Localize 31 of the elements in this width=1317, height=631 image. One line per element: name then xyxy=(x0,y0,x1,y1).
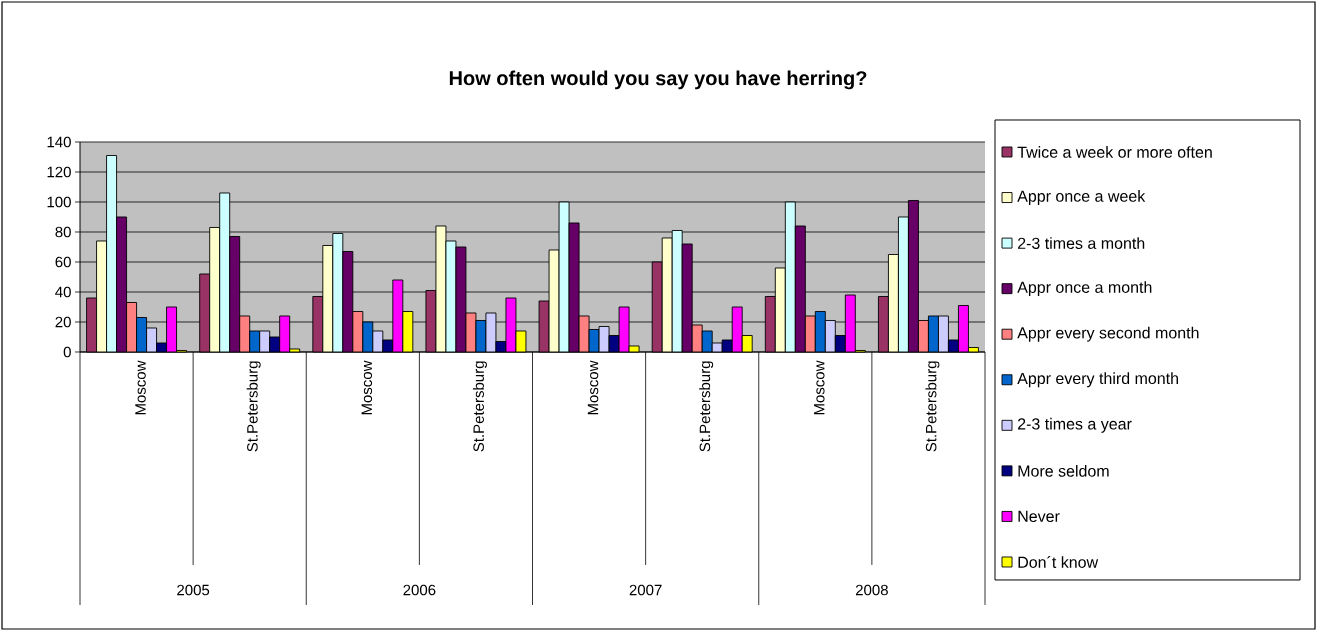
x-tick-label: St.Petersburg xyxy=(699,361,714,452)
y-tick-label: 20 xyxy=(55,316,71,328)
y-tick-label: 80 xyxy=(55,226,71,238)
x-tick-label: St.Petersburg xyxy=(246,361,261,452)
x-tick-label: Moscow xyxy=(361,360,373,415)
legend-label: Don´t know xyxy=(1018,556,1099,568)
legend-label: Never xyxy=(1018,510,1060,523)
text: 2007 xyxy=(629,584,662,596)
legend-label: Appr once a week xyxy=(1017,190,1146,206)
y-tick-label: 40 xyxy=(55,286,71,298)
legend-label: Appr every third month xyxy=(1017,372,1178,388)
y-tick-label: 0 xyxy=(63,346,71,358)
y-tick-label: 120 xyxy=(47,166,71,178)
text: 2005 xyxy=(177,584,210,596)
x-tick-label: Moscow xyxy=(587,360,599,415)
legend-label: 2-3 times a year xyxy=(1018,417,1132,433)
y-tick-label: 140 xyxy=(47,136,71,148)
x-tick-label: Moscow xyxy=(814,360,825,415)
legend-label: Appr once a month xyxy=(1017,281,1152,297)
text: 2008 xyxy=(855,584,888,596)
y-tick-label: 100 xyxy=(47,196,71,208)
x-tick-label: Moscow xyxy=(135,360,146,415)
x-tick-label: St.Petersburg xyxy=(472,361,487,452)
text: 2006 xyxy=(403,584,436,596)
legend-label: Twice a week or more often xyxy=(1017,146,1212,158)
x-tick-label: St.Petersburg xyxy=(925,361,940,452)
legend-label: More seldom xyxy=(1018,465,1109,477)
y-tick-label: 60 xyxy=(55,256,71,268)
legend-label: 2-3 times a month xyxy=(1018,237,1145,249)
legend-label: Appr every second month xyxy=(1017,326,1199,342)
chart-title: How often would you say you have herring? xyxy=(449,70,867,90)
